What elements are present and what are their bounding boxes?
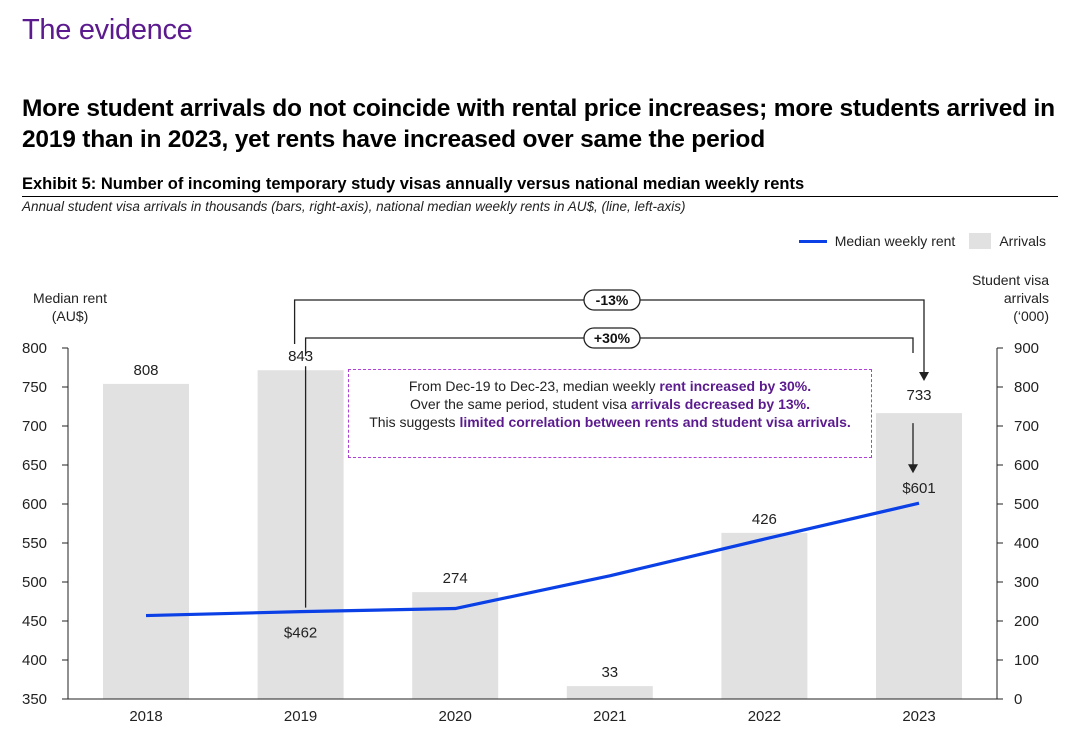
- bar-value-label: 843: [288, 348, 313, 365]
- right-axis-tick-label: 600: [1014, 457, 1039, 474]
- right-axis-tick-label: 400: [1014, 535, 1039, 552]
- x-axis-tick-label: 2019: [284, 708, 317, 725]
- bracket-rent-label: +30%: [594, 330, 631, 346]
- line-median-rent: [145, 501, 920, 618]
- left-axis-title: Median rent (AU$): [22, 289, 118, 325]
- exhibit-divider: [22, 196, 1058, 197]
- right-axis-title-line3: (‘000): [1013, 308, 1049, 324]
- exhibit-subtitle: Annual student visa arrivals in thousand…: [22, 199, 686, 214]
- bar-value-label: 33: [601, 664, 618, 681]
- arrow-2023-head: [908, 464, 918, 474]
- left-axis-tick-label: 400: [22, 652, 47, 669]
- left-axis-tick-label: 450: [22, 613, 47, 630]
- annotation-highlight-3: limited correlation between rents and st…: [459, 414, 851, 430]
- legend-bar-label: Arrivals: [999, 233, 1046, 249]
- x-axis-tick-label: 2023: [902, 708, 935, 725]
- line-value-label: $462: [284, 625, 317, 642]
- annotation-highlight-2: arrivals decreased by 13%.: [630, 396, 810, 412]
- right-axis-title: Student visa arrivals (‘000): [935, 271, 1049, 325]
- left-axis-tick-label: 650: [22, 457, 47, 474]
- left-axis-title-line2: (AU$): [51, 308, 89, 324]
- left-axis-tick-label: 550: [22, 535, 47, 552]
- right-axis-tick-label: 700: [1014, 418, 1039, 435]
- x-axis-tick-label: 2021: [593, 708, 626, 725]
- bar-value-label: 426: [752, 511, 777, 528]
- right-axis-tick-label: 200: [1014, 613, 1039, 630]
- bar-arrivals-2019: [257, 370, 344, 699]
- right-axis-tick-label: 500: [1014, 496, 1039, 513]
- annotation-text-1: From Dec-19 to Dec-23, median weekly: [408, 378, 660, 394]
- bracket-arrivals-arrowhead: [919, 372, 929, 381]
- x-axis-tick-label: 2022: [748, 708, 781, 725]
- x-axis-tick-label: 2020: [439, 708, 472, 725]
- bar-arrivals-2022: [721, 532, 808, 699]
- right-axis-tick-label: 0: [1014, 691, 1022, 708]
- legend-line-swatch: [798, 239, 827, 243]
- headline: More student arrivals do not coincide wi…: [22, 95, 1055, 153]
- right-axis-tick-label: 100: [1014, 652, 1039, 669]
- right-axis-tick-label: 800: [1014, 379, 1039, 396]
- left-axis-tick-label: 500: [22, 574, 47, 591]
- annotation-box: From Dec-19 to Dec-23, median weekly ren…: [348, 369, 872, 458]
- bar-value-label: 274: [443, 570, 468, 587]
- bracket-rent-pill: [583, 327, 641, 349]
- x-axis-tick-label: 2018: [129, 708, 162, 725]
- right-axis-title-line2: arrivals: [1003, 290, 1049, 306]
- right-axis-tick-label: 900: [1014, 340, 1039, 357]
- bar-arrivals-2021: [566, 686, 653, 699]
- left-axis-tick-label: 350: [22, 691, 47, 708]
- annotation-text-2: Over the same period, student visa: [409, 396, 631, 412]
- exhibit-title: Exhibit 5: Number of incoming temporary …: [22, 175, 805, 193]
- left-axis-title-line1: Median rent: [33, 290, 107, 306]
- bar-value-label: 733: [906, 387, 931, 404]
- bar-value-label: 808: [133, 362, 158, 379]
- bracket-arrivals-label: -13%: [596, 292, 629, 308]
- right-axis-tick-label: 300: [1014, 574, 1039, 591]
- left-axis-tick-label: 750: [22, 379, 47, 396]
- right-axis-title-line1: Student visa: [971, 272, 1049, 288]
- annotation-text-3: This suggests: [369, 414, 460, 430]
- bar-arrivals-2018: [103, 383, 189, 699]
- legend-line-label: Median weekly rent: [834, 233, 956, 249]
- section-title: The evidence: [22, 14, 193, 46]
- left-axis-tick-label: 800: [22, 340, 47, 357]
- annotation-highlight-1: rent increased by 30%.: [659, 378, 812, 394]
- left-axis-tick-label: 600: [22, 496, 47, 513]
- legend-bar-swatch: [969, 233, 992, 249]
- bar-arrivals-2023: [876, 413, 962, 699]
- line-value-label: $601: [902, 480, 935, 497]
- chart-legend: Median weekly rent Arrivals: [798, 233, 1046, 249]
- left-axis-tick-label: 700: [22, 418, 47, 435]
- bracket-arrivals-pill: [583, 289, 641, 311]
